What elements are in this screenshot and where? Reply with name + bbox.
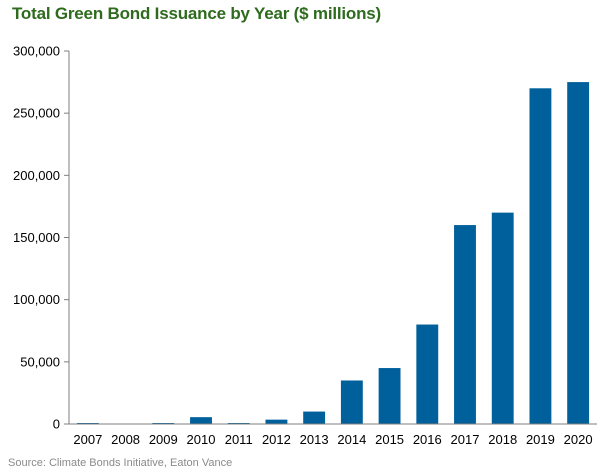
bar-2010 bbox=[190, 417, 212, 424]
y-tick-label: 100,000 bbox=[13, 292, 60, 307]
y-tick-label: 0 bbox=[53, 417, 60, 432]
chart-title: Total Green Bond Issuance by Year ($ mil… bbox=[12, 4, 382, 23]
bar-2018 bbox=[491, 212, 514, 424]
bars-group bbox=[76, 82, 590, 425]
x-tick-label: 2018 bbox=[488, 432, 517, 447]
bar-2012 bbox=[265, 419, 288, 424]
bar-2013 bbox=[303, 411, 326, 424]
x-tick-label: 2012 bbox=[262, 432, 291, 447]
y-axis: 0 50,000 100,000 150,000 200,000 250,000 300,0… bbox=[13, 44, 70, 432]
x-tick-label: 2014 bbox=[337, 432, 366, 447]
bar-2019 bbox=[529, 88, 552, 425]
x-tick-label: 2008 bbox=[111, 432, 140, 447]
y-tick-label: 150,000 bbox=[13, 230, 60, 245]
y-tick-label: 300,000 bbox=[13, 44, 60, 59]
x-tick-label: 2011 bbox=[225, 432, 253, 447]
bar-2016 bbox=[416, 324, 439, 424]
x-tick-label: 2019 bbox=[526, 432, 555, 447]
x-tick-label: 2010 bbox=[187, 432, 216, 447]
x-tick-label: 2007 bbox=[73, 432, 102, 447]
y-tick-label: 200,000 bbox=[13, 168, 60, 183]
x-tick-label: 2020 bbox=[564, 432, 593, 447]
bar-2015 bbox=[378, 368, 401, 424]
y-tick-label: 50,000 bbox=[20, 354, 60, 369]
x-tick-label: 2009 bbox=[149, 432, 178, 447]
bar-2014 bbox=[340, 380, 363, 424]
source-note: Source: Climate Bonds Initiative, Eaton … bbox=[8, 457, 233, 469]
y-tick-label: 250,000 bbox=[13, 106, 60, 121]
x-tick-label: 2015 bbox=[375, 432, 404, 447]
bar-2020 bbox=[567, 82, 590, 424]
x-tick-label: 2013 bbox=[300, 432, 329, 447]
bar-2017 bbox=[454, 225, 476, 424]
x-axis: 2007 2008 2009 2010 2011 2012 2013 2014 2015 2016… bbox=[69, 423, 597, 447]
x-tick-label: 2016 bbox=[413, 432, 442, 447]
x-tick-label: 2017 bbox=[451, 432, 480, 447]
